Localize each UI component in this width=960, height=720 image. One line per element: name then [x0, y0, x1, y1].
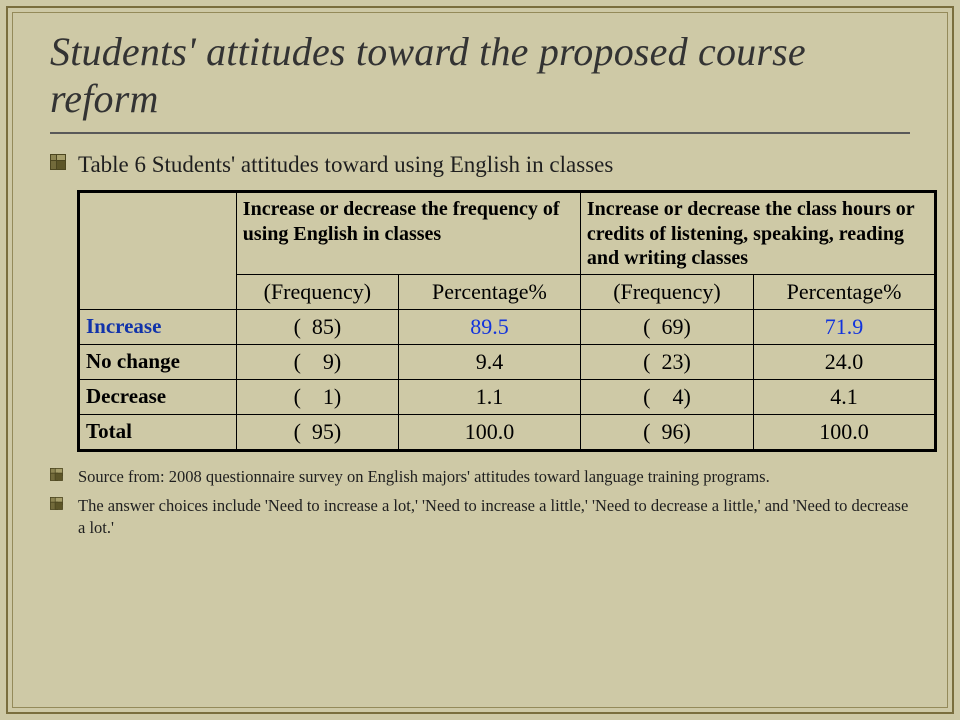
subheader-pct-b: Percentage%: [754, 275, 936, 310]
caption-row: Table 6 Students' attitudes toward using…: [50, 150, 910, 180]
bullet-icon: [50, 497, 64, 511]
note-1: Source from: 2008 questionnaire survey o…: [78, 466, 770, 488]
cell-fa: ( 1): [236, 380, 398, 415]
header-b: Increase or decrease the class hours or …: [580, 192, 935, 275]
cell-pb: 4.1: [754, 380, 936, 415]
cell-pa: 89.5: [398, 310, 580, 345]
cell-pa: 1.1: [398, 380, 580, 415]
row-label: Increase: [79, 310, 237, 345]
cell-pa: 100.0: [398, 415, 580, 451]
cell-fb: ( 4): [580, 380, 753, 415]
table-row: Decrease( 1)1.1( 4)4.1: [79, 380, 936, 415]
note-row-1: Source from: 2008 questionnaire survey o…: [50, 466, 910, 488]
cell-fb: ( 96): [580, 415, 753, 451]
notes: Source from: 2008 questionnaire survey o…: [50, 466, 910, 539]
note-row-2: The answer choices include 'Need to incr…: [50, 495, 910, 540]
cell-fa: ( 95): [236, 415, 398, 451]
bullet-icon: [50, 154, 68, 172]
cell-pa: 9.4: [398, 345, 580, 380]
cell-fb: ( 69): [580, 310, 753, 345]
data-table: Increase or decrease the frequency of us…: [77, 190, 937, 452]
header-empty: [79, 192, 237, 310]
cell-fa: ( 85): [236, 310, 398, 345]
table-header-row: Increase or decrease the frequency of us…: [79, 192, 936, 275]
table-caption: Table 6 Students' attitudes toward using…: [78, 150, 613, 180]
subheader-pct-a: Percentage%: [398, 275, 580, 310]
header-a: Increase or decrease the frequency of us…: [236, 192, 580, 275]
cell-fb: ( 23): [580, 345, 753, 380]
cell-pb: 71.9: [754, 310, 936, 345]
title-rule: [50, 132, 910, 134]
table-row: Total( 95)100.0( 96)100.0: [79, 415, 936, 451]
cell-pb: 24.0: [754, 345, 936, 380]
cell-pb: 100.0: [754, 415, 936, 451]
bullet-icon: [50, 468, 64, 482]
note-2: The answer choices include 'Need to incr…: [78, 495, 910, 540]
row-label: No change: [79, 345, 237, 380]
table-body: Increase( 85)89.5( 69)71.9No change( 9)9…: [79, 310, 936, 451]
slide-title: Students' attitudes toward the proposed …: [50, 28, 910, 122]
slide-content: Students' attitudes toward the proposed …: [50, 28, 910, 692]
table-row: Increase( 85)89.5( 69)71.9: [79, 310, 936, 345]
subheader-freq-a: (Frequency): [236, 275, 398, 310]
table-row: No change( 9)9.4( 23)24.0: [79, 345, 936, 380]
cell-fa: ( 9): [236, 345, 398, 380]
row-label: Decrease: [79, 380, 237, 415]
subheader-freq-b: (Frequency): [580, 275, 753, 310]
row-label: Total: [79, 415, 237, 451]
